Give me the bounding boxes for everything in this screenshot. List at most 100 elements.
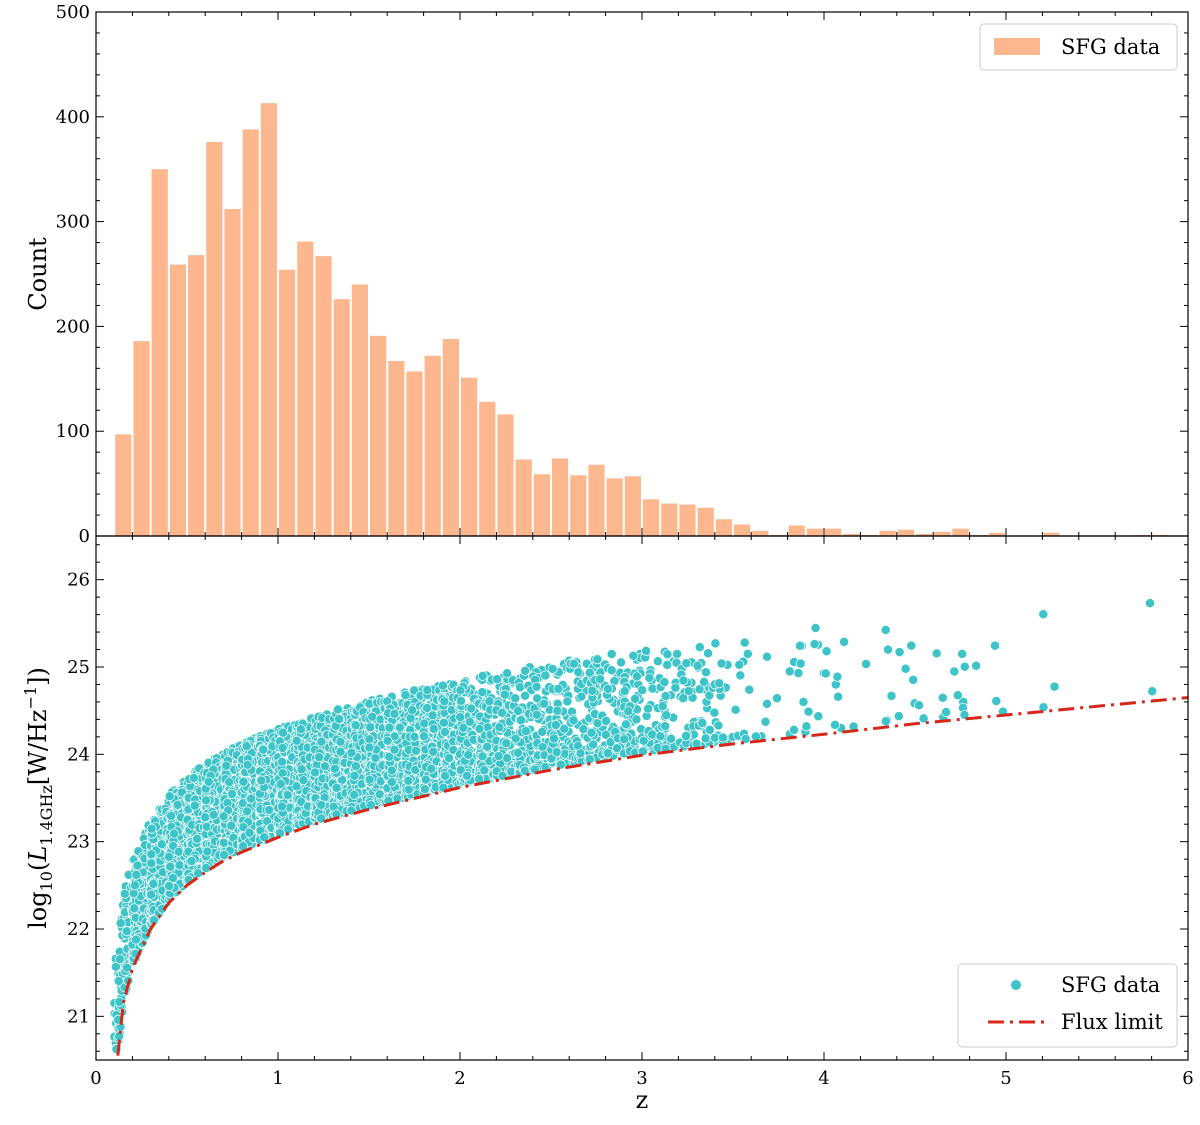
scatter-point bbox=[221, 760, 232, 771]
y-tick-label: 0 bbox=[79, 526, 90, 547]
scatter-point bbox=[188, 773, 199, 783]
scatter-point bbox=[256, 775, 267, 786]
histogram-bar bbox=[752, 530, 769, 536]
scatter-point bbox=[167, 873, 178, 883]
scatter-point bbox=[320, 761, 330, 772]
scatter-point bbox=[419, 731, 429, 742]
scatter-point bbox=[218, 837, 229, 848]
scatter-point bbox=[298, 775, 309, 786]
scatter-point bbox=[169, 828, 179, 839]
scatter-point bbox=[148, 878, 159, 889]
scatter-point bbox=[172, 799, 183, 810]
scatter-point bbox=[386, 765, 397, 776]
scatter-point bbox=[130, 880, 141, 891]
scatter-point bbox=[382, 735, 393, 746]
histogram-bar bbox=[606, 478, 623, 536]
histogram-bar bbox=[333, 299, 350, 536]
scatter-point bbox=[403, 784, 414, 795]
scatter-point bbox=[335, 746, 346, 757]
scatter-point bbox=[437, 680, 448, 691]
scatter-point bbox=[122, 962, 132, 973]
scatter-point bbox=[119, 888, 130, 899]
scatter-point bbox=[165, 861, 176, 872]
histogram-bar bbox=[715, 519, 732, 536]
histogram-bar bbox=[188, 255, 205, 537]
scatter-point bbox=[115, 918, 126, 929]
scatter-point bbox=[146, 849, 157, 860]
scatter-point bbox=[114, 954, 125, 965]
scatter-point bbox=[208, 809, 219, 820]
scatter-point bbox=[174, 860, 185, 871]
scatter-point bbox=[422, 703, 433, 713]
histogram-bar bbox=[424, 355, 441, 536]
scatter-point bbox=[227, 789, 237, 799]
histogram-bar bbox=[260, 103, 277, 537]
scatter-point bbox=[349, 770, 360, 781]
scatter-point bbox=[422, 685, 433, 696]
scatter-point bbox=[244, 827, 255, 838]
scatter-point bbox=[295, 724, 306, 735]
histogram-bar bbox=[952, 528, 969, 536]
scatter-point bbox=[367, 711, 378, 722]
scatter-point bbox=[346, 747, 357, 758]
histogram-bar bbox=[151, 169, 168, 536]
scatter-point bbox=[364, 742, 375, 753]
scatter-point bbox=[350, 761, 361, 772]
histogram-legend-label: SFG data bbox=[1061, 35, 1160, 59]
scatter-point bbox=[164, 851, 174, 862]
scatter-point bbox=[428, 746, 439, 757]
scatter-point bbox=[296, 764, 307, 775]
histogram-bar bbox=[825, 528, 842, 536]
scatter-point bbox=[146, 858, 157, 869]
scatter-point bbox=[419, 718, 430, 729]
histogram-bar bbox=[515, 459, 532, 536]
histogram-bar bbox=[552, 458, 569, 536]
scatter-point bbox=[282, 790, 293, 801]
histogram-bar bbox=[133, 341, 150, 536]
scatter-point bbox=[241, 741, 252, 752]
histogram-bar bbox=[1043, 532, 1060, 536]
scatter-point bbox=[389, 708, 400, 719]
scatter-point bbox=[193, 868, 204, 879]
y-tick-label: 300 bbox=[56, 212, 90, 233]
histogram-bar bbox=[479, 401, 496, 536]
histogram-bar bbox=[315, 256, 332, 536]
y-tick-label: 500 bbox=[56, 2, 90, 23]
scatter-point bbox=[173, 846, 184, 857]
histogram-frame bbox=[95, 11, 1189, 537]
histogram-bar bbox=[533, 474, 550, 536]
histogram-bar bbox=[934, 531, 951, 536]
scatter-point bbox=[310, 767, 321, 778]
scatter-point bbox=[132, 860, 143, 871]
histogram-bar bbox=[661, 503, 678, 536]
scatter-point bbox=[131, 869, 142, 880]
scatter-point bbox=[349, 789, 360, 800]
scatter-point bbox=[329, 763, 340, 774]
histogram-bar bbox=[734, 524, 751, 536]
scatter-point bbox=[226, 820, 237, 831]
scatter-point bbox=[350, 720, 361, 731]
histogram-bar bbox=[279, 269, 296, 536]
scatter-point bbox=[219, 850, 230, 860]
histogram-bar bbox=[206, 141, 223, 536]
histogram-bar bbox=[643, 499, 660, 536]
scatter-point bbox=[426, 763, 437, 774]
histogram-bar bbox=[788, 525, 805, 536]
scatter-point bbox=[370, 753, 381, 763]
scatter-point bbox=[186, 856, 197, 866]
histogram-legend: SFG data bbox=[979, 23, 1178, 71]
histogram-bar bbox=[879, 530, 896, 536]
scatter-point bbox=[242, 806, 253, 817]
scatter-point bbox=[420, 774, 431, 785]
histogram-bar bbox=[242, 129, 259, 536]
scatter-point bbox=[411, 745, 422, 756]
scatter-point bbox=[164, 791, 175, 802]
scatter-points bbox=[109, 598, 1158, 1055]
histogram-bar bbox=[570, 475, 587, 536]
histogram-y-axis-title: Count bbox=[24, 237, 52, 311]
scatter-point bbox=[264, 805, 275, 815]
scatter-point bbox=[277, 756, 288, 767]
